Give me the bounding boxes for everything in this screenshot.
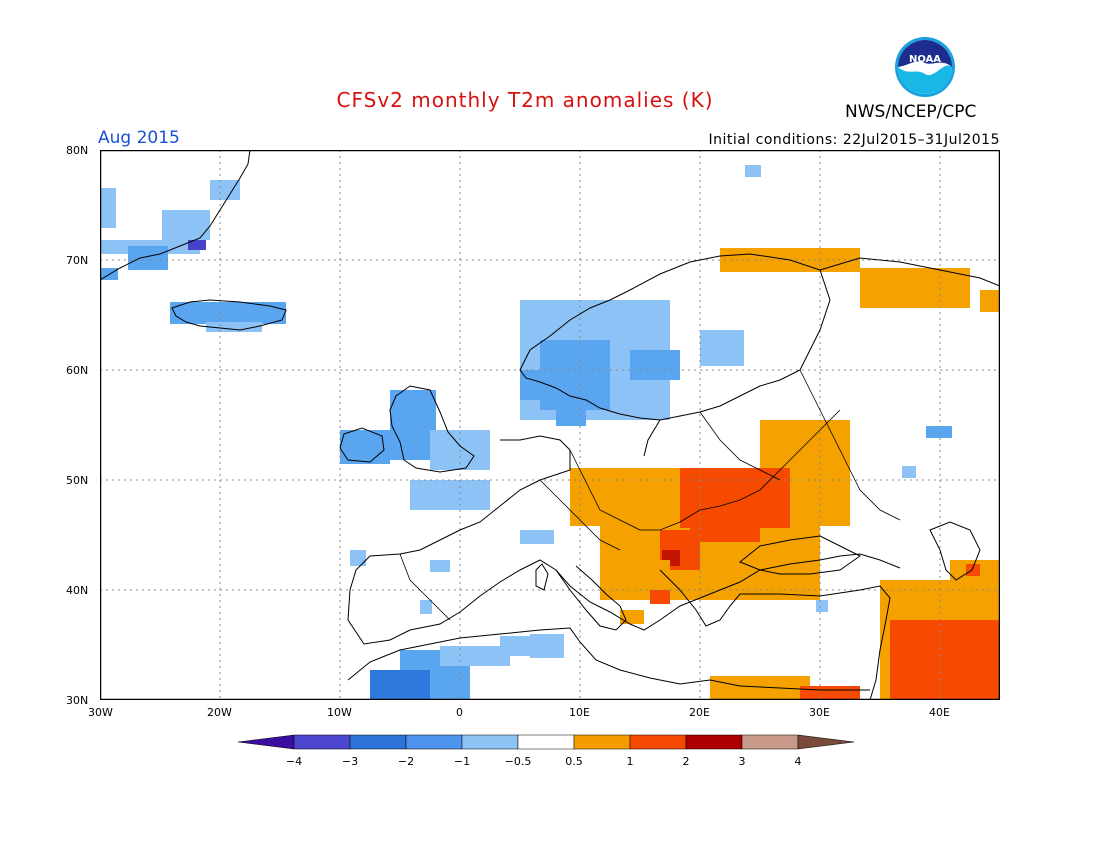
lat-label: 80N: [66, 144, 89, 157]
colorbar-tick-label: −1: [454, 755, 470, 768]
colorbar-tick-label: −3: [342, 755, 358, 768]
anomaly-map: [100, 150, 1000, 700]
colorbar-segment: [741, 734, 799, 750]
colorbar-segment: [293, 734, 351, 750]
colorbar-tick-label: 0.5: [565, 755, 583, 768]
colorbar-tick-label: −0.5: [505, 755, 532, 768]
colorbar-arrow-right: [797, 734, 855, 750]
colorbar-tick-label: 1: [627, 755, 634, 768]
map-title: CFSv2 monthly T2m anomalies (K): [336, 88, 714, 112]
graticule: [100, 150, 1000, 700]
lat-label: 60N: [66, 364, 89, 377]
lon-label: 10E: [569, 706, 590, 719]
lon-label: 30E: [809, 706, 830, 719]
lon-label: 20E: [689, 706, 710, 719]
colorbar-segment: [461, 734, 519, 750]
lat-label: 70N: [66, 254, 89, 267]
lon-label: 0: [456, 706, 463, 719]
colorbar-segment: [349, 734, 407, 750]
colorbar-tick-label: 3: [739, 755, 746, 768]
colorbar-tick-label: −2: [398, 755, 414, 768]
colorbar: −4 −3 −2 −1 −0.5 0.5 1 2 3 4: [238, 734, 855, 768]
colorbar-segment: [685, 734, 743, 750]
lat-label: 50N: [66, 474, 89, 487]
colorbar-segment: [405, 734, 463, 750]
noaa-logo-text: NOAA: [909, 54, 941, 65]
colorbar-arrow-left: [238, 734, 295, 750]
lon-label: 10W: [327, 706, 352, 719]
map-border: [100, 150, 1000, 700]
colorbar-tick-label: 4: [795, 755, 802, 768]
lon-label: 40E: [929, 706, 950, 719]
coastlines: [100, 150, 1000, 700]
colorbar-tick-label: −4: [286, 755, 302, 768]
lat-label: 30N: [66, 694, 89, 707]
colorbar-segment: [517, 734, 575, 750]
initial-conditions: Initial conditions: 22Jul2015–31Jul2015: [708, 132, 1000, 148]
forecast-period: Aug 2015: [98, 128, 180, 148]
lon-label: 20W: [207, 706, 232, 719]
colorbar-tick-label: 2: [683, 755, 690, 768]
colorbar-segment: [629, 734, 687, 750]
colorbar-segment: [573, 734, 631, 750]
agency-label: NWS/NCEP/CPC: [845, 102, 977, 122]
lat-label: 40N: [66, 584, 89, 597]
noaa-logo-icon: NOAA: [895, 37, 955, 97]
anomaly-fields: [100, 165, 1000, 700]
lon-label: 30W: [88, 706, 113, 719]
